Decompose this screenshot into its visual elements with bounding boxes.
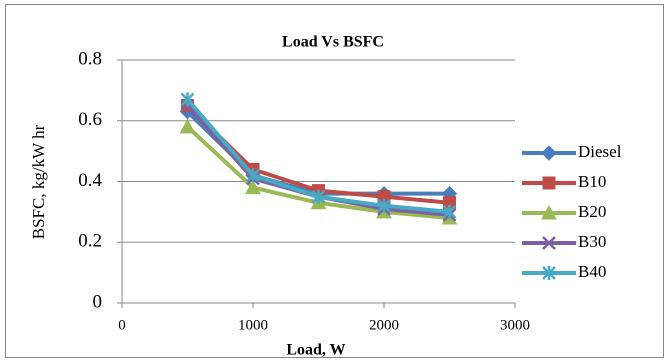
legend-marker: [541, 204, 557, 220]
marker: [246, 168, 260, 183]
marker: [311, 189, 326, 204]
y-tick-label: 0.4: [78, 170, 102, 191]
legend-label: B10: [578, 172, 606, 191]
legend-label: B20: [578, 202, 606, 221]
marker: [245, 179, 261, 195]
legend-label: Diesel: [578, 142, 622, 161]
legend-label: B30: [578, 232, 606, 251]
x-tick-label: 2000: [369, 317, 399, 333]
y-tick-label: 0: [93, 291, 103, 312]
x-axis-label: Load, W: [286, 342, 345, 359]
marker: [179, 118, 196, 134]
marker: [377, 190, 391, 204]
y-tick-label: 0.6: [78, 109, 102, 130]
legend-marker: [542, 236, 556, 250]
chart-title: Load Vs BSFC: [282, 34, 384, 51]
legend-label: B40: [578, 262, 606, 281]
x-tick-label: 0: [118, 317, 126, 333]
y-axis-label: BSFC, kg/kW hr: [29, 124, 48, 239]
y-tick-label: 0.8: [78, 48, 102, 69]
x-tick-label: 3000: [500, 317, 530, 333]
marker: [443, 196, 456, 210]
marker: [180, 92, 195, 107]
x-tick-label: 1000: [238, 317, 268, 333]
legend-marker: [542, 176, 556, 190]
y-tick-label: 0.2: [78, 231, 102, 252]
legend-marker: [541, 145, 557, 161]
marker: [377, 198, 391, 213]
marker: [442, 204, 457, 219]
legend-marker: [542, 266, 556, 280]
